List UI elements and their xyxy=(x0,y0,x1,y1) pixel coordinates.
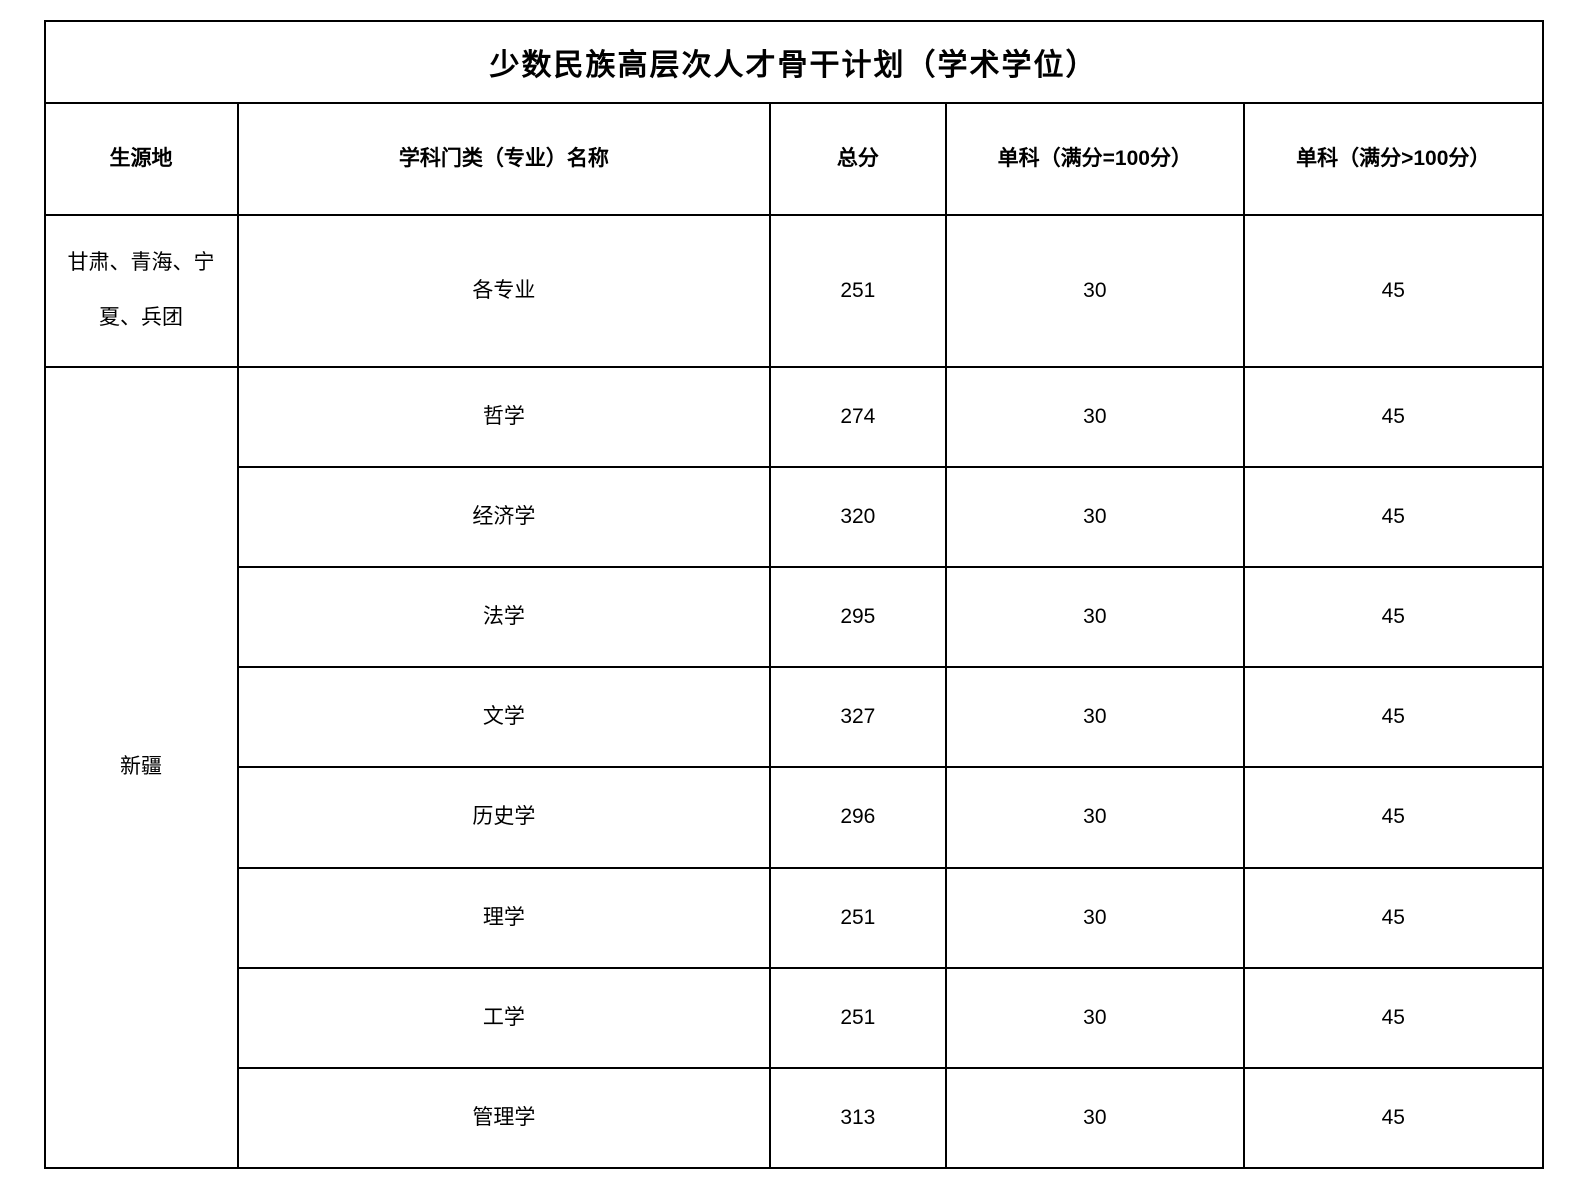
header-subject: 学科门类（专业）名称 xyxy=(238,103,770,215)
sub100-cell: 30 xyxy=(946,367,1244,467)
subject-cell: 法学 xyxy=(238,567,770,667)
total-cell: 274 xyxy=(770,367,946,467)
table-row: 法学 295 30 45 xyxy=(45,567,1543,667)
total-cell: 327 xyxy=(770,667,946,767)
subgt100-cell: 45 xyxy=(1244,667,1542,767)
total-cell: 320 xyxy=(770,467,946,567)
subgt100-cell: 45 xyxy=(1244,767,1542,867)
table-row: 工学 251 30 45 xyxy=(45,968,1543,1068)
table-title: 少数民族高层次人才骨干计划（学术学位） xyxy=(45,21,1543,103)
sub100-cell: 30 xyxy=(946,667,1244,767)
table-row: 文学 327 30 45 xyxy=(45,667,1543,767)
total-cell: 251 xyxy=(770,868,946,968)
sub100-cell: 30 xyxy=(946,868,1244,968)
subject-cell: 经济学 xyxy=(238,467,770,567)
table-body: 甘肃、青海、宁夏、兵团 各专业 251 30 45 新疆 哲学 274 30 4… xyxy=(45,215,1543,1168)
subject-cell: 工学 xyxy=(238,968,770,1068)
subgt100-cell: 45 xyxy=(1244,215,1542,366)
table-row: 甘肃、青海、宁夏、兵团 各专业 251 30 45 xyxy=(45,215,1543,366)
total-cell: 296 xyxy=(770,767,946,867)
sub100-cell: 30 xyxy=(946,767,1244,867)
total-cell: 313 xyxy=(770,1068,946,1168)
table-row: 经济学 320 30 45 xyxy=(45,467,1543,567)
subject-cell: 各专业 xyxy=(238,215,770,366)
sub100-cell: 30 xyxy=(946,567,1244,667)
score-table: 少数民族高层次人才骨干计划（学术学位） 生源地 学科门类（专业）名称 总分 单科… xyxy=(44,20,1544,1169)
subgt100-cell: 45 xyxy=(1244,868,1542,968)
table-row: 历史学 296 30 45 xyxy=(45,767,1543,867)
table-row: 管理学 313 30 45 xyxy=(45,1068,1543,1168)
header-subgt100: 单科（满分>100分） xyxy=(1244,103,1542,215)
subject-cell: 管理学 xyxy=(238,1068,770,1168)
sub100-cell: 30 xyxy=(946,968,1244,1068)
table-row: 理学 251 30 45 xyxy=(45,868,1543,968)
sub100-cell: 30 xyxy=(946,467,1244,567)
table-container: 少数民族高层次人才骨干计划（学术学位） 生源地 学科门类（专业）名称 总分 单科… xyxy=(44,20,1544,1169)
subject-cell: 哲学 xyxy=(238,367,770,467)
header-origin: 生源地 xyxy=(45,103,238,215)
subject-cell: 历史学 xyxy=(238,767,770,867)
subgt100-cell: 45 xyxy=(1244,367,1542,467)
header-sub100: 单科（满分=100分） xyxy=(946,103,1244,215)
origin-cell: 甘肃、青海、宁夏、兵团 xyxy=(45,215,238,366)
subgt100-cell: 45 xyxy=(1244,467,1542,567)
title-row: 少数民族高层次人才骨干计划（学术学位） xyxy=(45,21,1543,103)
sub100-cell: 30 xyxy=(946,1068,1244,1168)
subject-cell: 文学 xyxy=(238,667,770,767)
header-row: 生源地 学科门类（专业）名称 总分 单科（满分=100分） 单科（满分>100分… xyxy=(45,103,1543,215)
subgt100-cell: 45 xyxy=(1244,567,1542,667)
total-cell: 251 xyxy=(770,215,946,366)
subject-cell: 理学 xyxy=(238,868,770,968)
table-row: 新疆 哲学 274 30 45 xyxy=(45,367,1543,467)
header-total: 总分 xyxy=(770,103,946,215)
sub100-cell: 30 xyxy=(946,215,1244,366)
total-cell: 251 xyxy=(770,968,946,1068)
total-cell: 295 xyxy=(770,567,946,667)
subgt100-cell: 45 xyxy=(1244,968,1542,1068)
subgt100-cell: 45 xyxy=(1244,1068,1542,1168)
origin-cell: 新疆 xyxy=(45,367,238,1169)
